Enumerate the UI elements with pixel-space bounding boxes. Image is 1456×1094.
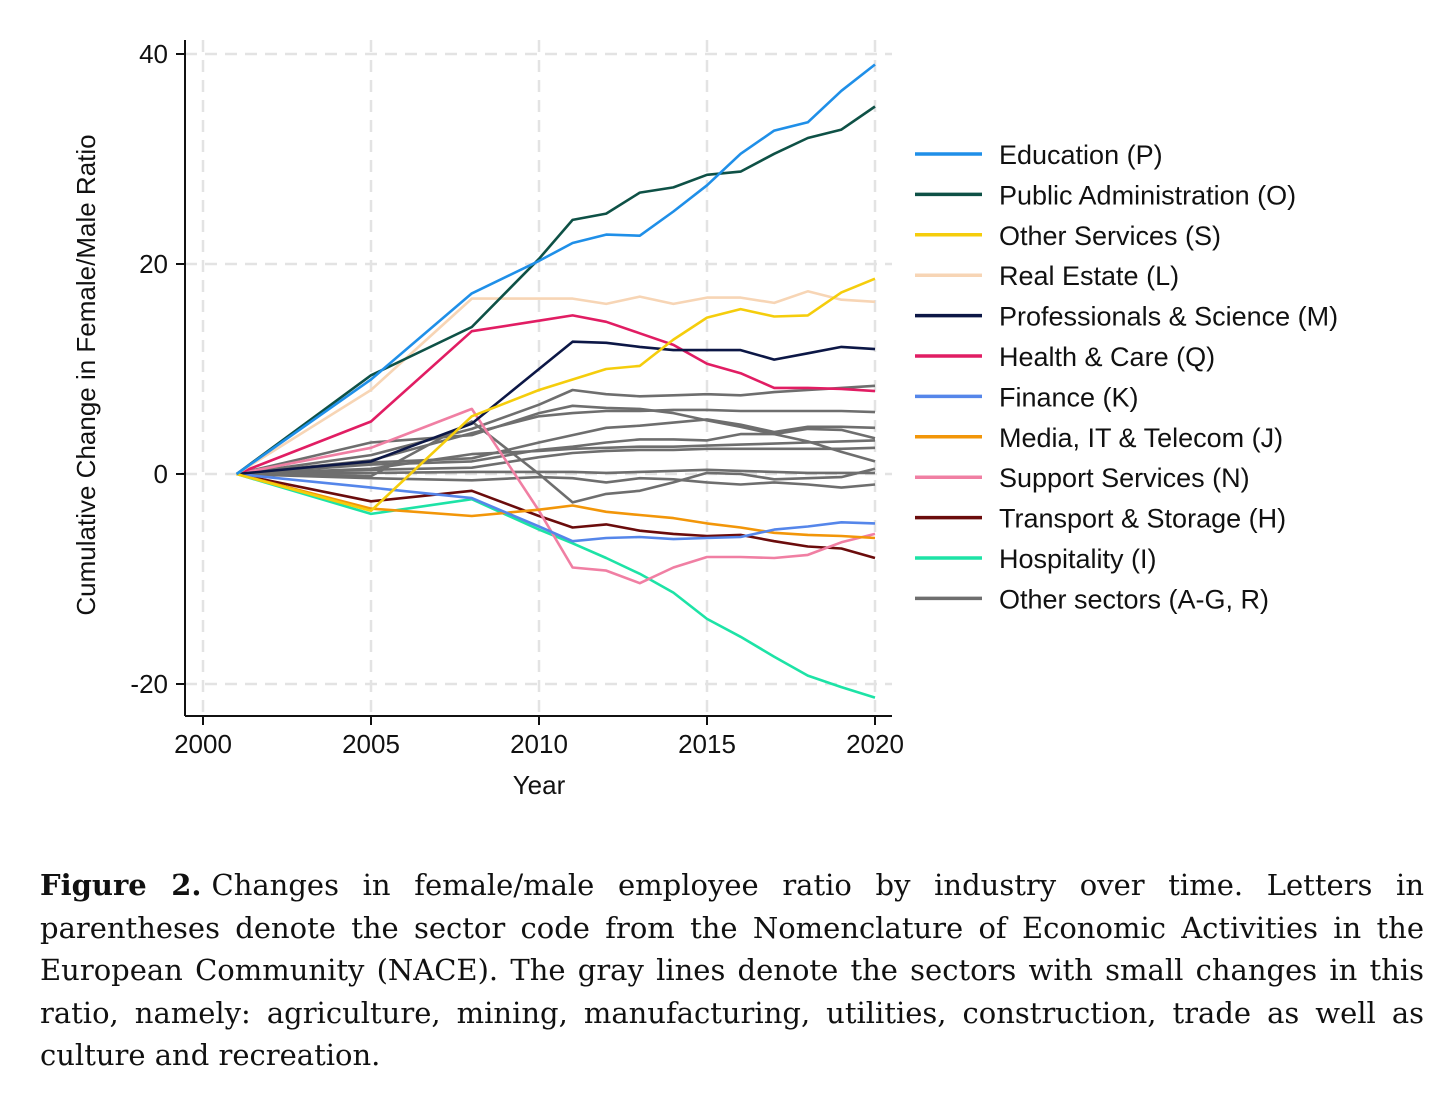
series-line-professionals-science-m — [236, 340, 876, 476]
legend-label: Other sectors (A-G, R) — [999, 584, 1269, 614]
legend-label: Media, IT & Telecom (J) — [999, 423, 1283, 453]
series-line-other-sectors-a-g-r — [236, 404, 876, 476]
legend-label: Hospitality (I) — [999, 544, 1157, 574]
legend-label: Finance (K) — [999, 382, 1139, 412]
series-line-other-sector — [236, 468, 875, 476]
series-line-support-services-n — [236, 407, 876, 585]
series-line-other-sector — [236, 439, 876, 476]
legend-label: Education (P) — [999, 140, 1163, 170]
y-tick-label: 40 — [139, 39, 168, 69]
legend: Education (P) Public Administration (O) Ot… — [915, 140, 1338, 614]
legend-label: Support Services (N) — [999, 463, 1250, 493]
legend-label: Professionals & Science (M) — [999, 302, 1338, 332]
series-line-other-sector — [236, 418, 876, 476]
x-tick-label: 2005 — [342, 729, 400, 759]
figure-caption: Figure 2. Changes in female/male employee… — [40, 864, 1424, 1077]
legend-label: Transport & Storage (H) — [999, 504, 1286, 534]
series-line-education-p — [235, 63, 876, 476]
x-axis-label: Year — [513, 770, 566, 800]
grid-lines — [185, 40, 892, 716]
legend-label: Public Administration (O) — [999, 180, 1296, 210]
x-tick-label: 2000 — [174, 729, 232, 759]
y-axis-label: Cumulative Change in Female/Male Ratio — [71, 134, 101, 615]
y-tick-label: 0 — [154, 459, 168, 489]
series-line-media-it-telecom-j — [236, 472, 876, 540]
x-tick-label: 2020 — [846, 729, 904, 759]
series-line-finance-k — [236, 472, 876, 543]
series-line-other-services-s — [236, 277, 876, 513]
series-line-public-administration-o — [235, 105, 876, 476]
series-lines — [235, 63, 876, 699]
figure-caption-text: Changes in female/male employee ratio by… — [40, 868, 1424, 1072]
x-tick-label: 2010 — [510, 729, 568, 759]
series-line-other-sector — [236, 427, 876, 476]
legend-label: Real Estate (L) — [999, 261, 1179, 291]
figure-label: Figure 2. — [40, 868, 202, 902]
line-chart: -20 0 20 40 2000 2005 2010 2015 2020 Year Cumula… — [71, 39, 1338, 800]
y-tick-label: 20 — [139, 249, 168, 279]
legend-label: Other Services (S) — [999, 221, 1221, 251]
series-line-transport-storage-h — [236, 472, 876, 560]
axes: -20 0 20 40 2000 2005 2010 2015 2020 — [130, 39, 904, 759]
x-tick-label: 2015 — [678, 729, 736, 759]
y-tick-label: -20 — [130, 669, 168, 699]
series-line-hospitality-i — [236, 472, 876, 699]
series-line-other-sector — [236, 446, 876, 476]
series-line-other-sector — [236, 472, 876, 489]
series-line-health-care-q — [236, 314, 876, 476]
series-line-real-estate-l — [235, 289, 876, 476]
series-line-other-sector — [236, 384, 876, 476]
legend-label: Health & Care (Q) — [999, 342, 1215, 372]
